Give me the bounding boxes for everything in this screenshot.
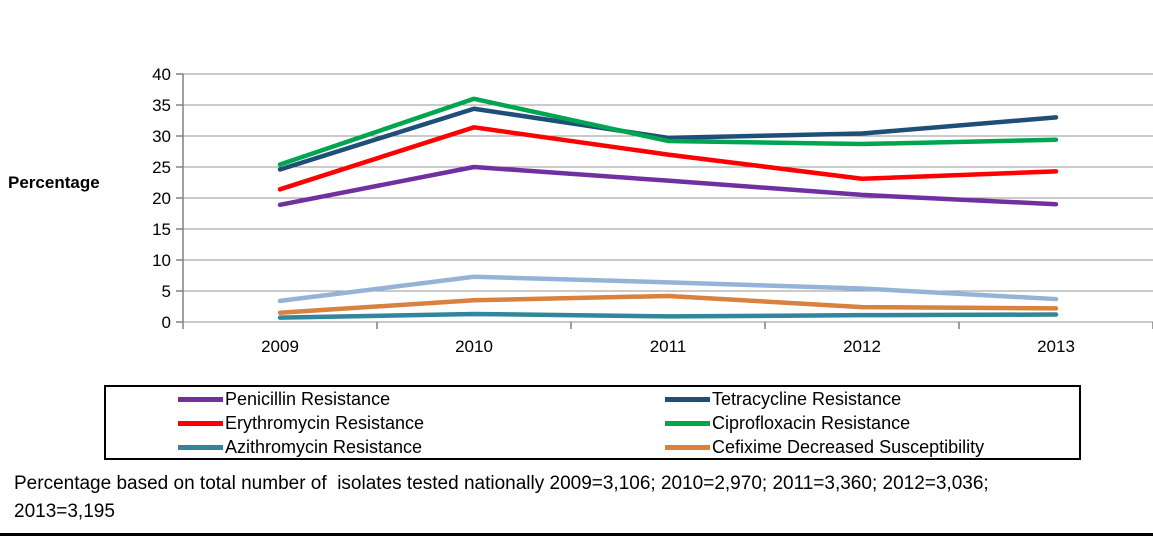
series-line <box>277 311 1059 320</box>
legend-item: Azithromycin Resistance <box>178 435 665 459</box>
legend-item: Erythromycin Resistance <box>178 411 665 435</box>
legend-label: Ciprofloxacin Resistance <box>712 413 911 433</box>
legend-item: Tetracycline Resistance <box>665 387 984 411</box>
y-axis-title: Percentage <box>8 173 100 192</box>
series-line <box>277 96 1059 167</box>
line-chart-plot-area: 0 5 10 15 20 25 30 35 40 2009 2010 2011 2012 2013 <box>152 65 1153 356</box>
legend-item: Ciprofloxacin Resistance <box>665 411 984 435</box>
chart-footnote: Percentage based on total number of isol… <box>14 470 1144 526</box>
legend-column-right: Tetracycline Resistance Ciprofloxacin Res… <box>665 387 984 458</box>
y-tick-label: 25 <box>152 158 171 177</box>
y-tick-label: 5 <box>162 282 171 301</box>
legend-marker-line <box>178 444 223 450</box>
legend-column-left: Penicillin Resistance Erythromycin Resist… <box>178 387 665 458</box>
series-line <box>277 106 1059 172</box>
y-tick-label: 15 <box>152 220 171 239</box>
x-tick-label: 2009 <box>261 337 299 356</box>
series-line <box>277 125 1059 192</box>
series-line <box>277 164 1059 208</box>
y-tick-label: 30 <box>152 127 171 146</box>
legend-label: Azithromycin Resistance <box>225 437 423 457</box>
y-tick-label: 35 <box>152 96 171 115</box>
x-tick-label: 2011 <box>650 337 687 356</box>
legend-marker-line <box>178 396 223 402</box>
series-line <box>277 274 1059 304</box>
y-tick-label: 0 <box>162 313 171 332</box>
legend-label: Erythromycin Resistance <box>225 413 425 433</box>
footnote-line-1: Percentage based on total number of isol… <box>14 473 989 494</box>
y-tick-label: 10 <box>152 251 171 270</box>
series-line <box>277 293 1059 315</box>
footnote-line-2: 2013=3,195 <box>14 501 115 522</box>
legend-item: Cefixime Decreased Susceptibility <box>665 435 984 459</box>
bottom-divider-bar <box>0 533 1153 536</box>
legend-label: Tetracycline Resistance <box>712 389 902 409</box>
x-tick-label: 2013 <box>1037 337 1075 356</box>
legend-marker-line <box>665 444 710 450</box>
legend-label: Cefixime Decreased Susceptibility <box>712 437 985 457</box>
x-tick-label: 2010 <box>455 337 493 356</box>
y-tick-label: 40 <box>152 65 171 84</box>
legend-marker-line <box>665 420 710 426</box>
legend-item: Penicillin Resistance <box>178 387 665 411</box>
legend-marker-line <box>178 420 223 426</box>
y-tick-label: 20 <box>152 189 171 208</box>
chart-legend: Penicillin Resistance Erythromycin Resist… <box>104 385 1081 460</box>
x-tick-label: 2012 <box>843 337 881 356</box>
legend-label: Penicillin Resistance <box>225 389 391 409</box>
legend-marker-line <box>665 396 710 402</box>
